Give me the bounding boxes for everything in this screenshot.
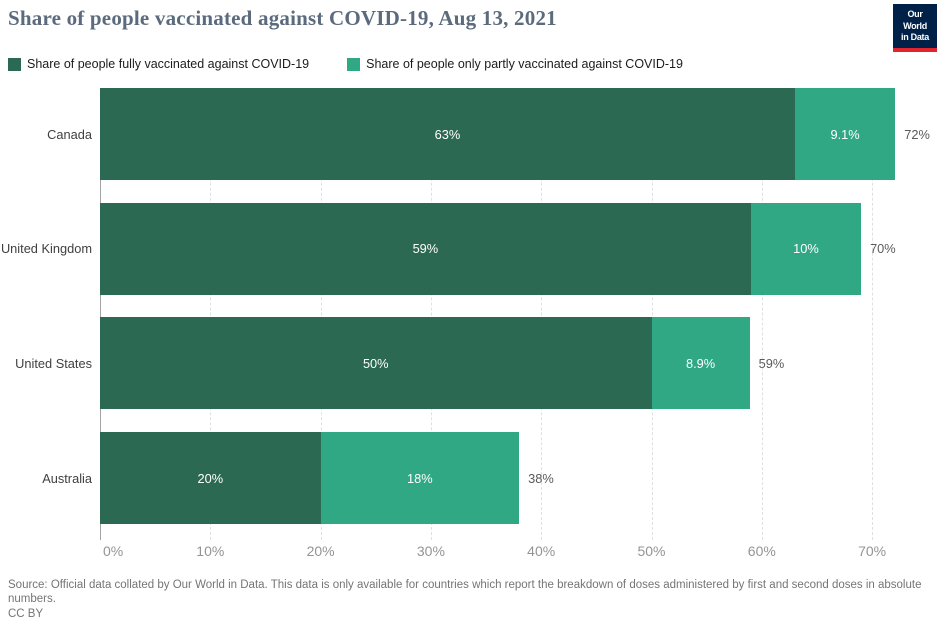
total-label: 59% <box>758 355 785 371</box>
legend-item[interactable]: Share of people only partly vaccinated a… <box>347 57 683 71</box>
total-label: 72% <box>904 126 930 142</box>
legend-item[interactable]: Share of people fully vaccinated against… <box>8 57 309 71</box>
bar-value-label: 18% <box>407 470 433 486</box>
owid-logo-line2: in Data <box>901 32 929 43</box>
bar-row: United Kingdom 59% 10% 70% <box>0 202 942 295</box>
x-tick-label: 20% <box>306 543 335 559</box>
x-tick-label: 40% <box>527 543 556 559</box>
chart-title: Share of people vaccinated against COVID… <box>8 6 557 30</box>
bar-value-label: 9.1% <box>830 126 860 142</box>
gridline <box>541 88 543 540</box>
footer: Source: Official data collated by Our Wo… <box>8 578 926 621</box>
bar-value-label: 50% <box>362 355 389 371</box>
bar-segment-fully-vaccinated[interactable]: 50% <box>100 317 652 410</box>
bar-segment-partly-vaccinated[interactable]: 18% <box>320 432 520 525</box>
bar-value-label: 8.9% <box>685 355 716 371</box>
total-label: 38% <box>528 470 554 486</box>
gridline <box>210 88 212 540</box>
y-axis-line <box>100 88 101 540</box>
bar-segment-fully-vaccinated[interactable]: 20% <box>100 432 321 525</box>
x-tick-label: 10% <box>196 543 225 559</box>
bar-segment-partly-vaccinated[interactable]: 9.1% <box>794 88 896 180</box>
gridline <box>872 88 874 540</box>
owid-logo[interactable]: Our World in Data <box>893 4 937 53</box>
x-tick-label: 60% <box>747 543 776 559</box>
gridline <box>651 88 653 540</box>
x-tick-label: 0% <box>103 543 124 559</box>
legend-label: Share of people fully vaccinated against… <box>27 57 310 71</box>
bar-row: Canada 63% 9.1% 72% <box>0 88 942 180</box>
legend: Share of people fully vaccinated against… <box>8 57 683 71</box>
legend-label: Share of people only partly vaccinated a… <box>366 57 683 71</box>
x-tick-label: 30% <box>416 543 445 559</box>
source-note: Source: Official data collated by Our Wo… <box>8 579 922 606</box>
license-note: CC BY <box>8 607 44 620</box>
country-label: United Kingdom <box>0 241 92 257</box>
country-label: Australia <box>42 470 92 486</box>
bar-row: Australia 20% 18% 38% <box>0 432 942 525</box>
gridline <box>320 88 322 540</box>
bar-row: United States 50% 8.9% 59% <box>0 317 942 410</box>
owid-logo-line1: Our World <box>903 9 927 31</box>
bar-segment-fully-vaccinated[interactable]: 63% <box>100 88 795 180</box>
bar-segment-partly-vaccinated[interactable]: 10% <box>750 202 862 295</box>
plot-area: 0% 10% 20% 30% 40% 50% 60% 70% Canada 63% 9.1% 72% U… <box>0 88 942 568</box>
x-tick-label: 70% <box>858 543 887 559</box>
bar-value-label: 63% <box>434 126 461 142</box>
bar-value-label: 59% <box>412 241 439 257</box>
bar-segment-fully-vaccinated[interactable]: 59% <box>100 202 751 295</box>
country-label: United States <box>15 355 92 371</box>
legend-swatch-icon <box>8 57 21 71</box>
country-label: Canada <box>47 126 92 142</box>
total-label: 70% <box>870 241 896 257</box>
bar-value-label: 10% <box>793 241 819 257</box>
bar-segment-partly-vaccinated[interactable]: 8.9% <box>651 317 750 410</box>
gridline <box>761 88 763 540</box>
legend-swatch-icon <box>347 57 361 71</box>
bar-value-label: 20% <box>197 470 224 486</box>
gridline <box>430 88 432 540</box>
x-tick-label: 50% <box>637 543 666 559</box>
